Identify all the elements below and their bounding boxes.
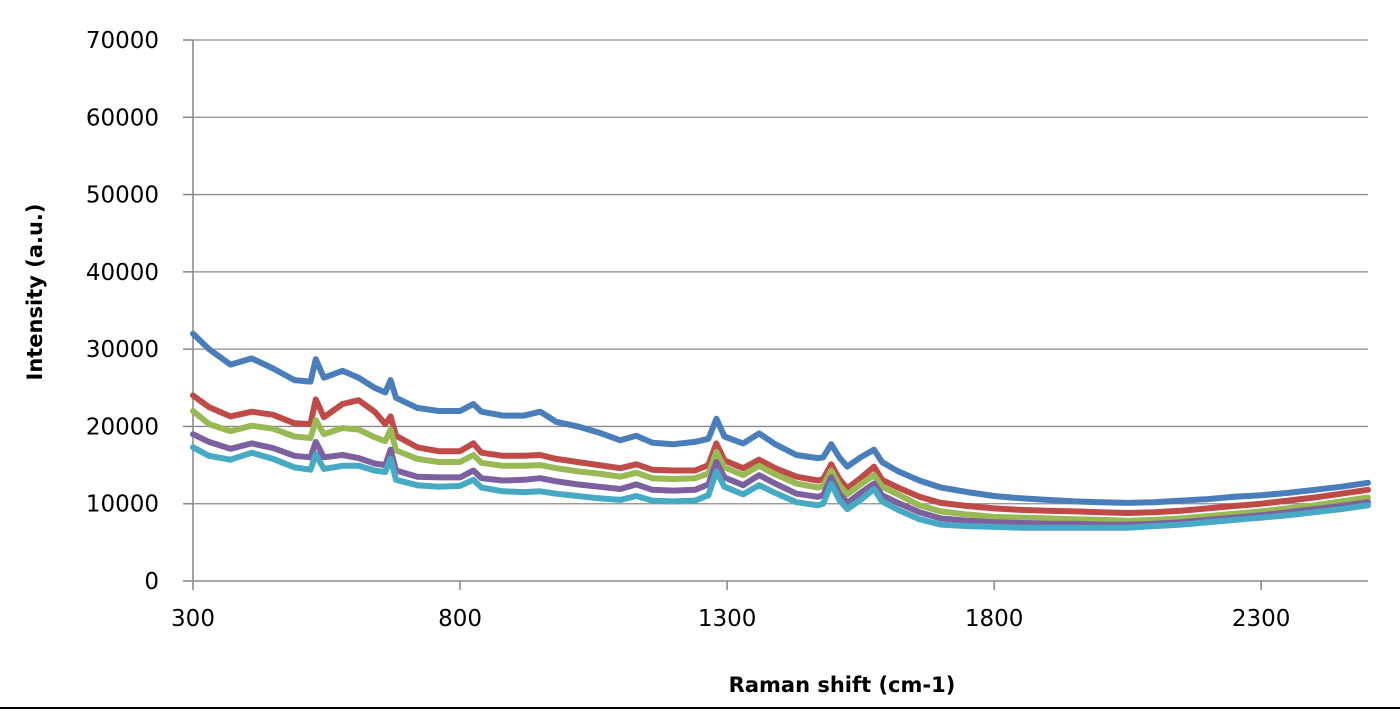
y-tick-label: 40000 <box>86 260 159 286</box>
axes <box>183 39 1368 590</box>
x-tick-label: 800 <box>438 606 482 632</box>
y-tick-label: 0 <box>144 569 159 595</box>
series-line-2 <box>190 392 1371 516</box>
series-line-4 <box>190 431 1371 528</box>
y-tick-label: 30000 <box>86 337 159 363</box>
x-tick-label: 2300 <box>1232 606 1291 632</box>
series-line-3 <box>190 408 1371 524</box>
tick-labels: 0 10000 20000 30000 40000 50000 60000 70000 300 8… <box>86 28 1291 632</box>
y-tick-label: 10000 <box>86 492 159 518</box>
x-tick-label: 1300 <box>698 606 757 632</box>
x-tick-label: 1800 <box>965 606 1024 632</box>
gridlines <box>193 39 1368 505</box>
x-axis-title: Raman shift (cm-1) <box>729 673 956 697</box>
series-lines <box>190 330 1371 531</box>
series-line-5 <box>190 444 1371 531</box>
y-tick-label: 60000 <box>86 105 159 131</box>
y-tick-label: 70000 <box>86 28 159 54</box>
series-line-1 <box>190 330 1371 506</box>
y-axis-title: Intensity (a.u.) <box>23 203 47 380</box>
y-tick-label: 50000 <box>86 183 159 209</box>
y-tick-label: 20000 <box>86 414 159 440</box>
x-tick-label: 300 <box>171 606 215 632</box>
